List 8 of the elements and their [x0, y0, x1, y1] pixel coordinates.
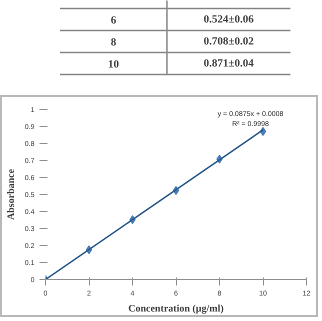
- text: 0.708±0.02: [204, 36, 254, 48]
- text: 6: [110, 14, 117, 26]
- text: 8: [110, 36, 117, 48]
- text: 10: [108, 58, 120, 70]
- y-axis-title: Absorbance: [6, 168, 17, 220]
- text: 0.524±0.06: [204, 14, 254, 26]
- x-axis-title: Concentration (µg/ml): [128, 304, 224, 314]
- text: 0.871±0.04: [204, 58, 254, 70]
